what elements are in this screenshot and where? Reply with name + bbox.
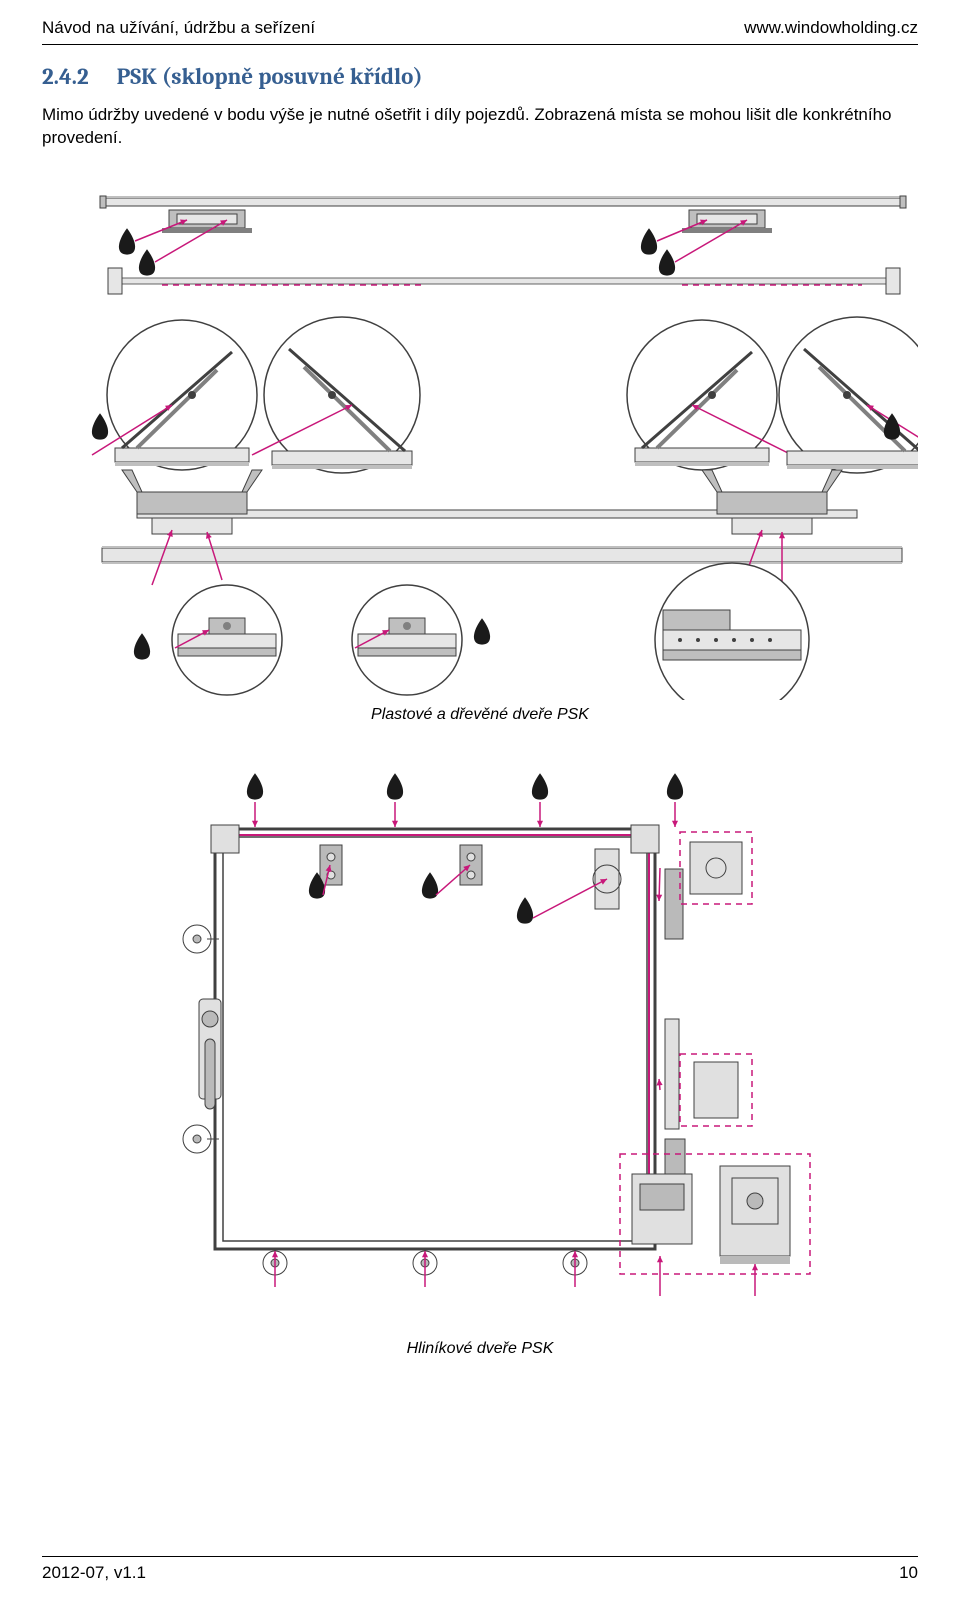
header-left: Návod na užívání, údržbu a seřízení [42,18,315,38]
figure-psk-plastic-wood [42,170,918,700]
figure-psk-aluminium [42,734,918,1334]
page-footer: 2012-07, v1.1 10 [42,1556,918,1583]
footer-page-number: 10 [899,1563,918,1583]
figure1-caption: Plastové a dřevěné dveře PSK [0,706,960,724]
section-heading: 2.4.2 PSK (sklopně posuvné křídlo) [0,45,960,100]
footer-left: 2012-07, v1.1 [42,1563,146,1583]
section-title-text: PSK (sklopně posuvné křídlo) [117,63,423,90]
header-right: www.windowholding.cz [744,18,918,38]
page-header: Návod na užívání, údržbu a seřízení www.… [0,0,960,44]
section-number: 2.4.2 [42,63,89,90]
footer-rule [42,1556,918,1557]
body-paragraph: Mimo údržby uvedené v bodu výše je nutné… [0,100,960,160]
figure2-caption: Hliníkové dveře PSK [0,1340,960,1358]
